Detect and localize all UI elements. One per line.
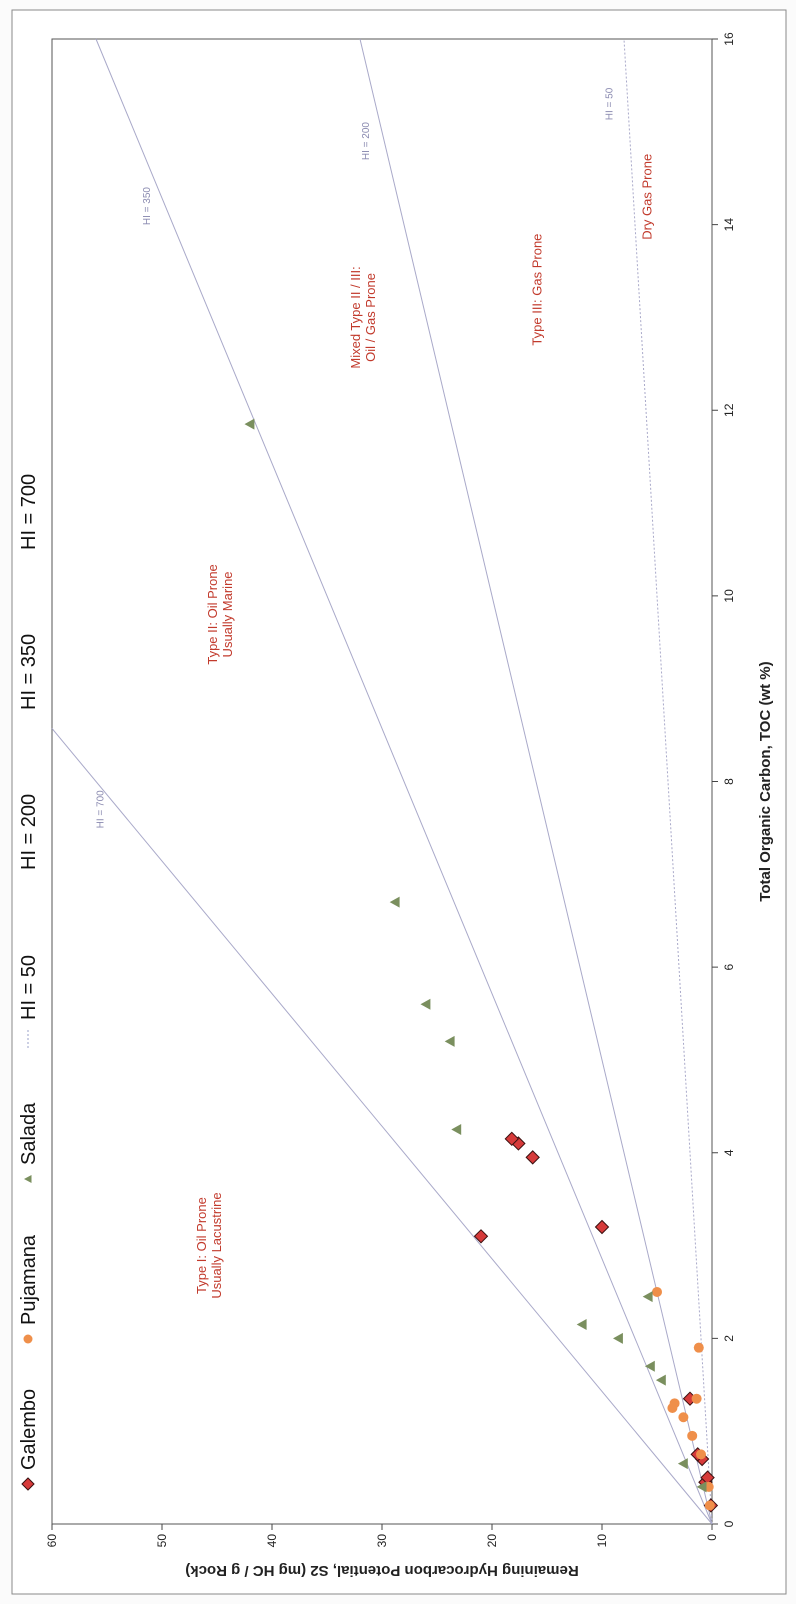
region-label: Type III: Gas Prone [530, 234, 545, 346]
legend-marker-salada [24, 1175, 32, 1183]
hi-line-label: HI = 50 [604, 87, 615, 120]
data-point-pujamana [704, 1500, 715, 1511]
data-point-galembo [700, 1470, 715, 1485]
legend-label: Pujamana [18, 1234, 40, 1325]
data-point-salada [655, 1374, 666, 1386]
legend-label: HI = 700 [18, 474, 40, 550]
x-tick-label: 0 [722, 1520, 736, 1527]
legend-label: HI = 50 [18, 955, 40, 1020]
data-point-galembo [473, 1229, 489, 1244]
data-point-pujamana [687, 1430, 698, 1441]
x-tick-label: 2 [722, 1335, 736, 1342]
legend-label: Galembo [18, 1389, 40, 1470]
hi-line [51, 728, 713, 1525]
y-tick-label: 20 [485, 1534, 499, 1548]
y-tick-label: 30 [375, 1534, 389, 1548]
y-tick-label: 60 [45, 1534, 59, 1548]
hi-line-label: HI = 200 [361, 122, 372, 161]
legend-marker-galembo [21, 1477, 35, 1491]
y-tick-label: 50 [155, 1534, 169, 1548]
data-point-salada [576, 1318, 587, 1330]
data-point-salada [389, 896, 400, 908]
data-point-salada [677, 1458, 688, 1470]
data-point-pujamana [691, 1393, 702, 1404]
x-tick-label: 8 [722, 778, 736, 785]
data-point-salada [444, 1035, 455, 1047]
data-point-salada [244, 418, 255, 430]
x-tick-label: 16 [722, 32, 736, 46]
data-point-galembo [525, 1150, 540, 1165]
x-tick-label: 4 [722, 1149, 736, 1156]
data-point-salada [420, 998, 431, 1010]
hi-line-label: HI = 700 [96, 790, 107, 829]
data-point-pujamana [652, 1286, 662, 1297]
x-tick-label: 14 [722, 218, 736, 232]
y-tick-label: 0 [705, 1534, 719, 1541]
data-point-pujamana [669, 1398, 680, 1409]
region-label: Oil / Gas Prone [363, 273, 378, 362]
y-tick-label: 40 [265, 1534, 279, 1548]
x-tick-label: 12 [722, 403, 736, 417]
data-point-salada [696, 1481, 707, 1493]
data-point-galembo [594, 1219, 610, 1235]
region-label: Dry Gas Prone [640, 154, 655, 240]
region-label: Usually Lacustrine [209, 1192, 224, 1298]
data-point-salada [613, 1332, 623, 1344]
data-point-galembo [504, 1131, 520, 1147]
data-point-pujamana [693, 1342, 704, 1353]
legend-marker-pujamana [23, 1334, 33, 1344]
hi-line [95, 38, 713, 1525]
hi-line [359, 38, 713, 1525]
data-point-salada [644, 1360, 655, 1372]
region-label: Type II: Oil Prone [205, 564, 220, 664]
data-point-pujamana [678, 1412, 689, 1423]
legend-label: HI = 350 [18, 634, 40, 710]
y-tick-label: 10 [595, 1534, 609, 1548]
x-axis-title: Total Organic Carbon, TOC (wt %) [757, 661, 774, 901]
legend-label: HI = 200 [18, 794, 40, 870]
page-frame [11, 9, 787, 1595]
y-axis-title: Remaining Hydrocarbon Potential, S2 (mg … [185, 1562, 578, 1579]
legend-label: Salada [18, 1102, 40, 1165]
x-tick-label: 10 [722, 589, 736, 603]
x-tick-label: 6 [722, 963, 736, 970]
data-point-pujamana [696, 1449, 706, 1460]
data-point-salada [451, 1124, 462, 1136]
hi-line-label: HI = 350 [142, 187, 153, 226]
region-label: Type I: Oil Prone [194, 1197, 209, 1294]
region-label: Usually Marine [220, 571, 235, 657]
data-point-salada [642, 1291, 653, 1303]
region-label: Mixed Type II / III: [348, 266, 363, 368]
